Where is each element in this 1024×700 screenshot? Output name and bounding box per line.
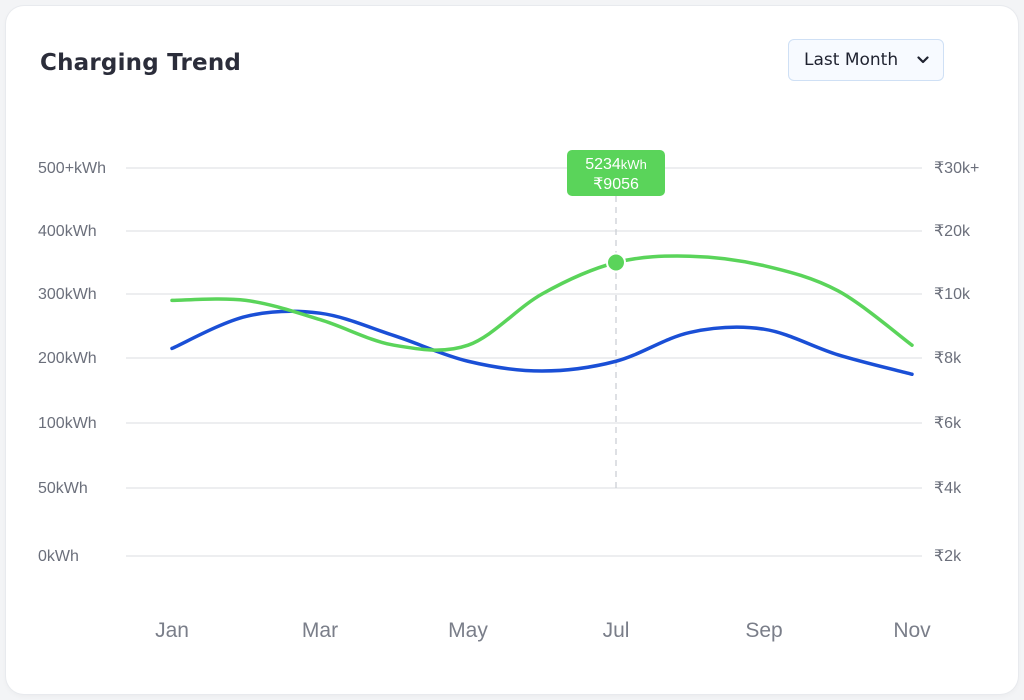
tooltip-point[interactable] [606, 252, 626, 273]
period-dropdown[interactable]: Last Month [788, 39, 944, 81]
y-right-tick-label: ₹20k [934, 223, 971, 240]
y-right-tick-label: ₹10k [934, 286, 971, 303]
y-right-tick-label: ₹4k [934, 480, 962, 497]
y-left-tick-label: 200kWh [38, 350, 97, 367]
tooltip-cost: ₹9056 [593, 176, 639, 193]
tooltip-value-number: 5234 [585, 156, 621, 173]
tooltip: 5234kWh ₹9056 [567, 150, 665, 196]
x-tick-label: May [448, 619, 488, 642]
y-left-tick-label: 500+kWh [38, 160, 106, 177]
series-line-energy [170, 254, 914, 352]
x-tick-label: Jan [155, 619, 189, 642]
tooltip-box [567, 150, 665, 196]
tooltip-value: 5234kWh [585, 156, 647, 173]
x-tick-label: Mar [302, 619, 338, 642]
y-right-tick-label: ₹8k [934, 350, 962, 367]
page-title: Charging Trend [40, 50, 242, 76]
y-right-tick-label: ₹30k+ [934, 160, 979, 177]
y-right-tick-label: ₹2k [934, 548, 962, 565]
x-tick-label: Sep [745, 619, 782, 642]
tooltip-value-unit: kWh [621, 157, 647, 172]
x-tick-label: Nov [893, 619, 931, 642]
y-left-tick-label: 400kWh [38, 223, 97, 240]
left-axis: 0kWh 50kWh 100kWh 200kWh 300kWh 400kWh 500+kWh [38, 160, 106, 565]
y-left-tick-label: 100kWh [38, 415, 97, 432]
y-left-tick-label: 50kWh [38, 480, 88, 497]
chevron-down-icon [917, 56, 929, 64]
grid-lines [126, 167, 922, 557]
series-line-cost [170, 309, 914, 376]
y-left-tick-label: 300kWh [38, 286, 97, 303]
x-axis: Jan Mar May Jul Sep Nov [155, 619, 931, 642]
y-right-tick-label: ₹6k [934, 415, 962, 432]
right-axis: ₹2k ₹4k ₹6k ₹8k ₹10k ₹20k ₹30k+ [934, 160, 979, 565]
x-tick-label: Jul [603, 619, 630, 642]
period-dropdown-label: Last Month [804, 50, 899, 70]
charging-trend-card: Charging Trend Last Month [6, 6, 1018, 694]
y-left-tick-label: 0kWh [38, 548, 79, 565]
